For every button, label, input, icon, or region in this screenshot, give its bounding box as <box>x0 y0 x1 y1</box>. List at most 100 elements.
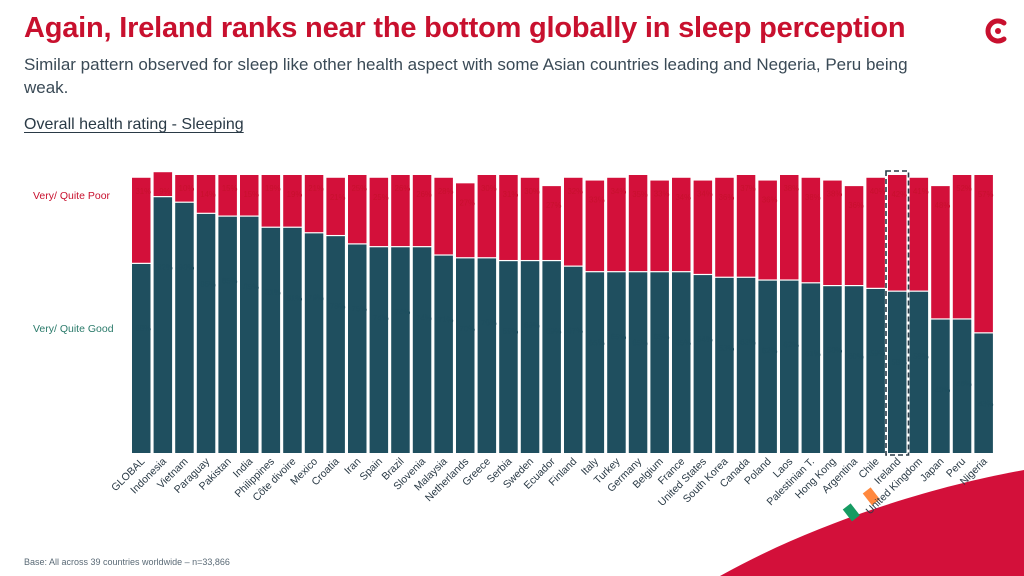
bar-poor-turkey <box>607 177 626 272</box>
label-good-india: 85% <box>243 283 259 292</box>
bar-good-vietnam <box>175 202 194 453</box>
label-good-malaysia: 71% <box>438 316 454 325</box>
label-good-canada: 63% <box>740 338 756 347</box>
bar-good-croatia <box>326 236 345 453</box>
decorative-swoosh <box>720 470 1024 576</box>
bar-good-ecuador <box>542 261 561 453</box>
bar-good-india <box>240 216 259 453</box>
bar-poor-netherlands <box>456 183 475 258</box>
label-good-global: 68% <box>135 324 151 333</box>
label-poor-croatia: 21% <box>330 193 346 202</box>
bar-good-canada <box>736 277 756 453</box>
bar-good-united-states <box>693 275 713 453</box>
label-good-hong-kong: 60% <box>827 346 843 355</box>
label-good-germany: 65% <box>632 338 648 347</box>
bar-good-germany <box>628 272 648 453</box>
brand-logo-arc <box>985 18 1007 44</box>
bar-good-ireland <box>888 291 907 453</box>
label-good-brazil: 74% <box>395 307 411 316</box>
label-good-greece: 70% <box>481 318 497 327</box>
label-poor-c-te-divoire: 19% <box>287 190 303 199</box>
label-good-japan: 48% <box>935 386 951 395</box>
bar-good-c-te-divoire <box>283 227 302 453</box>
bar-poor-vietnam <box>175 175 194 202</box>
bar-poor-indonesia <box>153 172 173 197</box>
bar-poor-philippines <box>261 175 281 227</box>
brand-logo-icon <box>985 18 1007 44</box>
bar-poor-iran <box>348 175 367 244</box>
label-good-italy: 65% <box>589 338 605 347</box>
label-poor-slovenia: 26% <box>416 190 432 199</box>
label-good-united-states: 64% <box>697 335 713 344</box>
bar-poor-poland <box>758 180 777 280</box>
label-poor-laos: 38% <box>783 184 799 193</box>
bar-good-paraguay <box>196 213 216 453</box>
label-good-netherlands: 70% <box>459 324 475 333</box>
ireland-flag-orange-stripe <box>862 487 880 506</box>
label-good-nigeria: 43% <box>978 399 994 408</box>
bar-good-argentina <box>844 286 864 453</box>
label-poor-philippines: 19% <box>265 184 281 193</box>
brand-logo-dot <box>995 28 1001 34</box>
label-poor-pakistan: 15% <box>222 184 238 193</box>
label-poor-sweden: 30% <box>524 187 540 196</box>
bar-poor-united-kingdom <box>909 177 929 291</box>
label-good-argentina: 60% <box>848 352 864 361</box>
label-poor-india: 15% <box>243 190 259 199</box>
bar-poor-italy <box>585 180 605 272</box>
bar-poor-argentina <box>844 186 864 285</box>
bar-poor-pakistan <box>218 175 237 216</box>
ireland-flag-green-stripe <box>842 503 860 522</box>
bar-poor-paraguay <box>196 175 216 213</box>
label-good-serbia: 69% <box>503 327 519 336</box>
page-subtitle: Similar pattern observed for sleep like … <box>24 55 908 97</box>
bar-good-palestinian-t <box>801 283 821 453</box>
bar-good-south-korea <box>715 277 734 453</box>
base-note: Base: All across 39 countries worldwide … <box>24 557 230 567</box>
label-good-pakistan: 85% <box>222 277 238 286</box>
bar-poor-germany <box>628 175 648 272</box>
bar-poor-nigeria <box>974 175 993 333</box>
bar-poor-sweden <box>520 177 540 260</box>
bar-poor-c-te-divoire <box>283 175 302 227</box>
bar-poor-japan <box>931 186 950 319</box>
bar-good-hong-kong <box>823 286 842 453</box>
label-poor-united-kingdom: 41% <box>913 187 929 196</box>
label-good-turkey: 65% <box>611 332 627 341</box>
label-good-south-korea: 63% <box>719 344 735 353</box>
label-poor-canada: 37% <box>740 184 756 193</box>
bar-good-united-kingdom <box>909 291 929 453</box>
bar-good-serbia <box>499 261 518 453</box>
bar-poor-belgium <box>650 180 669 272</box>
bar-good-laos <box>780 280 799 453</box>
label-poor-netherlands: 27% <box>459 198 475 207</box>
label-good-slovenia: 74% <box>416 313 432 322</box>
tick-japan: Japan <box>918 456 947 485</box>
bar-good-mexico <box>304 233 324 453</box>
chart-section-label: Overall health rating - Sleeping <box>24 116 244 133</box>
label-good-iran: 75% <box>351 305 367 314</box>
bar-poor-palestinian-t <box>801 177 821 283</box>
label-poor-hong-kong: 38% <box>827 190 843 199</box>
label-poor-malaysia: 28% <box>438 187 454 196</box>
bar-good-global <box>132 263 151 453</box>
label-poor-spain: 25% <box>373 193 389 202</box>
label-poor-serbia: 31% <box>503 190 519 199</box>
ireland-highlight-box <box>885 170 910 456</box>
label-poor-belgium: 33% <box>654 190 670 199</box>
label-good-indonesia: 92% <box>157 263 173 272</box>
label-good-croatia: 78% <box>330 302 346 311</box>
bar-poor-spain <box>369 177 389 247</box>
bar-poor-france <box>672 177 691 272</box>
label-good-belgium: 65% <box>654 332 670 341</box>
bar-poor-india <box>240 175 259 216</box>
page-title: Again, Ireland ranks near the bottom glo… <box>24 12 906 44</box>
label-good-mexico: 79% <box>308 293 324 302</box>
label-poor-turkey: 34% <box>611 187 627 196</box>
label-poor-italy: 33% <box>589 196 605 205</box>
label-good-ireland: 58% <box>891 358 907 367</box>
label-good-paraguay: 86% <box>200 280 216 289</box>
label-poor-ireland: 42% <box>891 190 907 199</box>
label-poor-poland: 36% <box>762 196 778 205</box>
label-good-vietnam: 90% <box>179 263 195 272</box>
